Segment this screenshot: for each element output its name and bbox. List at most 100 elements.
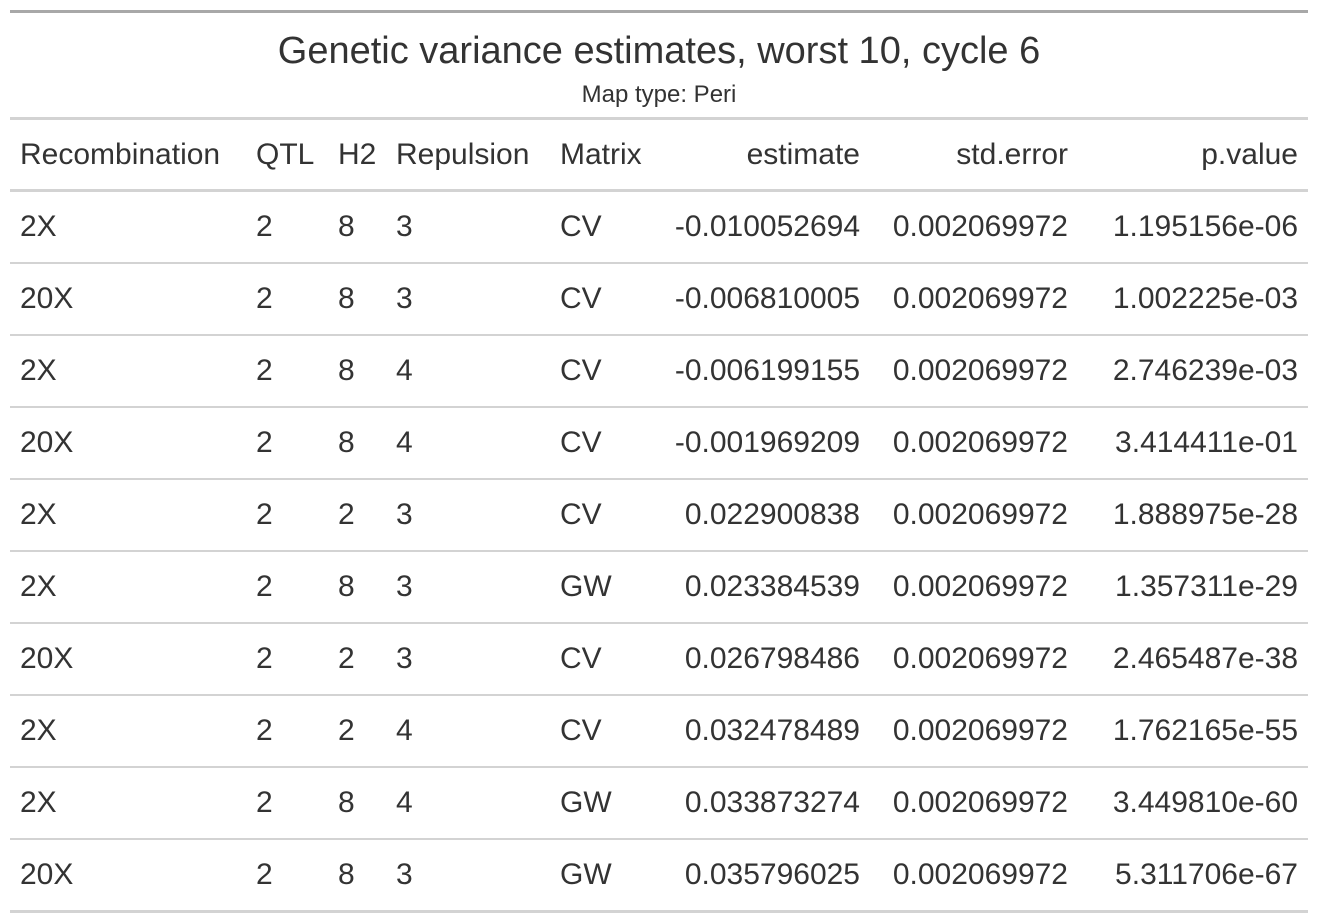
table-row: 20X 2 8 3 CV -0.006810005 0.002069972 1.002225e… — [10, 263, 1308, 336]
repulsion-cell: 3 — [386, 190, 550, 264]
qtl-cell: 2 — [246, 623, 328, 696]
qtl-cell: 2 — [246, 335, 328, 408]
recombination-cell: 20X — [10, 839, 246, 913]
table-row: 2X 2 8 3 GW 0.023384539 0.002069972 1.357311e-2… — [10, 551, 1308, 624]
table-heading: Genetic variance estimates, worst 10, cy… — [10, 13, 1308, 117]
h2-cell: 2 — [328, 479, 386, 552]
recombination-cell: 2X — [10, 551, 246, 624]
matrix-cell: CV — [550, 407, 662, 480]
p-value-cell: 1.762165e-55 — [1078, 695, 1308, 768]
matrix-cell: GW — [550, 839, 662, 913]
repulsion-cell: 3 — [386, 839, 550, 913]
repulsion-cell: 4 — [386, 767, 550, 840]
p-value-cell: 1.195156e-06 — [1078, 190, 1308, 264]
table-row: 2X 2 8 4 GW 0.033873274 0.002069972 3.449810e-6… — [10, 767, 1308, 840]
qtl-cell: 2 — [246, 695, 328, 768]
std-error-cell: 0.002069972 — [870, 190, 1078, 264]
estimate-cell: -0.010052694 — [662, 190, 870, 264]
qtl-cell: 2 — [246, 839, 328, 913]
estimate-cell: -0.006810005 — [662, 263, 870, 336]
std-error-cell: 0.002069972 — [870, 479, 1078, 552]
repulsion-cell: 4 — [386, 335, 550, 408]
std-error-cell: 0.002069972 — [870, 767, 1078, 840]
table-row: 2X 2 8 4 CV -0.006199155 0.002069972 2.746239e-… — [10, 335, 1308, 408]
recombination-cell: 2X — [10, 479, 246, 552]
matrix-cell: CV — [550, 190, 662, 264]
estimate-cell: 0.023384539 — [662, 551, 870, 624]
qtl-cell: 2 — [246, 551, 328, 624]
p-value-cell: 3.414411e-01 — [1078, 407, 1308, 480]
matrix-cell: CV — [550, 335, 662, 408]
qtl-cell: 2 — [246, 407, 328, 480]
column-header-recombination: Recombination — [10, 117, 246, 192]
matrix-cell: CV — [550, 263, 662, 336]
recombination-cell: 20X — [10, 623, 246, 696]
estimate-cell: 0.026798486 — [662, 623, 870, 696]
std-error-cell: 0.002069972 — [870, 551, 1078, 624]
qtl-cell: 2 — [246, 767, 328, 840]
table-subtitle: Map type: Peri — [581, 81, 737, 108]
data-table: Recombination QTL H2 Repulsion Matrix es… — [10, 117, 1308, 913]
std-error-cell: 0.002069972 — [870, 839, 1078, 913]
std-error-cell: 0.002069972 — [870, 695, 1078, 768]
p-value-cell: 2.465487e-38 — [1078, 623, 1308, 696]
repulsion-cell: 3 — [386, 623, 550, 696]
estimate-cell: 0.032478489 — [662, 695, 870, 768]
column-header-p-value: p.value — [1078, 117, 1308, 192]
estimate-cell: -0.006199155 — [662, 335, 870, 408]
h2-cell: 8 — [328, 551, 386, 624]
recombination-cell: 2X — [10, 695, 246, 768]
matrix-cell: GW — [550, 551, 662, 624]
p-value-cell: 5.311706e-67 — [1078, 839, 1308, 913]
p-value-cell: 1.888975e-28 — [1078, 479, 1308, 552]
estimate-cell: 0.033873274 — [662, 767, 870, 840]
gt-table-container: Genetic variance estimates, worst 10, cy… — [10, 10, 1308, 913]
column-header-h2: H2 — [328, 117, 386, 192]
matrix-cell: CV — [550, 479, 662, 552]
table-title: Genetic variance estimates, worst 10, cy… — [277, 30, 1041, 72]
estimate-cell: 0.022900838 — [662, 479, 870, 552]
p-value-cell: 2.746239e-03 — [1078, 335, 1308, 408]
h2-cell: 8 — [328, 767, 386, 840]
column-header-std-error: std.error — [870, 117, 1078, 192]
qtl-cell: 2 — [246, 263, 328, 336]
recombination-cell: 20X — [10, 263, 246, 336]
table-row: 2X 2 2 4 CV 0.032478489 0.002069972 1.762165e-5… — [10, 695, 1308, 768]
recombination-cell: 2X — [10, 190, 246, 264]
table-row: 20X 2 2 3 CV 0.026798486 0.002069972 2.465487e-… — [10, 623, 1308, 696]
qtl-cell: 2 — [246, 190, 328, 264]
repulsion-cell: 4 — [386, 695, 550, 768]
table-body: 2X 2 8 3 CV -0.010052694 0.002069972 1.195156e-… — [10, 190, 1308, 913]
recombination-cell: 2X — [10, 335, 246, 408]
recombination-cell: 2X — [10, 767, 246, 840]
h2-cell: 8 — [328, 190, 386, 264]
h2-cell: 2 — [328, 623, 386, 696]
h2-cell: 8 — [328, 335, 386, 408]
column-header-repulsion: Repulsion — [386, 117, 550, 192]
header-row: Recombination QTL H2 Repulsion Matrix es… — [10, 117, 1308, 192]
h2-cell: 8 — [328, 263, 386, 336]
repulsion-cell: 3 — [386, 263, 550, 336]
h2-cell: 8 — [328, 839, 386, 913]
matrix-cell: GW — [550, 767, 662, 840]
h2-cell: 8 — [328, 407, 386, 480]
column-header-matrix: Matrix — [550, 117, 662, 192]
table-row: 20X 2 8 3 GW 0.035796025 0.002069972 5.311706e-… — [10, 839, 1308, 913]
repulsion-cell: 3 — [386, 551, 550, 624]
top-rule — [10, 10, 1308, 13]
qtl-cell: 2 — [246, 479, 328, 552]
matrix-cell: CV — [550, 623, 662, 696]
table-row: 2X 2 2 3 CV 0.022900838 0.002069972 1.888975e-2… — [10, 479, 1308, 552]
table-row: 20X 2 8 4 CV -0.001969209 0.002069972 3.414411e… — [10, 407, 1308, 480]
p-value-cell: 1.357311e-29 — [1078, 551, 1308, 624]
matrix-cell: CV — [550, 695, 662, 768]
p-value-cell: 3.449810e-60 — [1078, 767, 1308, 840]
repulsion-cell: 3 — [386, 479, 550, 552]
std-error-cell: 0.002069972 — [870, 407, 1078, 480]
column-header-qtl: QTL — [246, 117, 328, 192]
estimate-cell: 0.035796025 — [662, 839, 870, 913]
std-error-cell: 0.002069972 — [870, 623, 1078, 696]
column-header-estimate: estimate — [662, 117, 870, 192]
recombination-cell: 20X — [10, 407, 246, 480]
repulsion-cell: 4 — [386, 407, 550, 480]
